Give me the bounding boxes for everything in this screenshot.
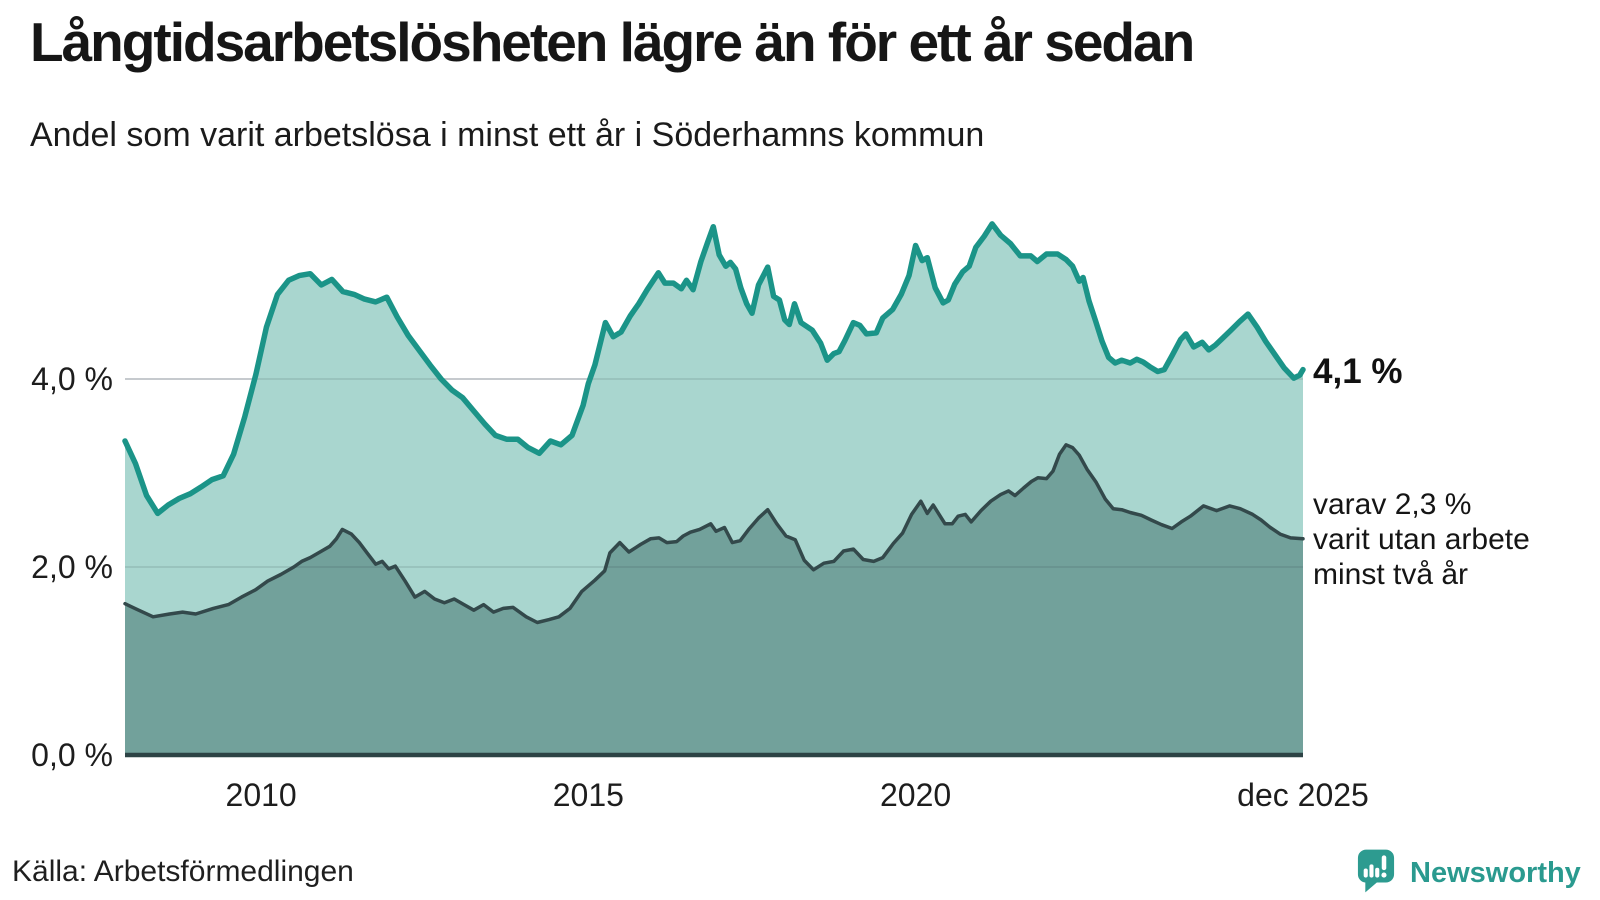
sub-series-annotation-line3: minst två år [1313,558,1469,591]
sub-series-annotation-line1: varav 2,3 % [1313,488,1472,521]
source-note: Källa: Arbetsförmedlingen [12,855,354,888]
chart-subtitle: Andel som varit arbetslösa i minst ett å… [30,116,985,154]
newsworthy-bubble-chart-icon [1356,848,1396,899]
x-axis-tick-label: dec 2025 [1237,777,1369,813]
series-end-value-label: 4,1 % [1313,352,1403,391]
series-area-1 [125,444,1303,755]
page-title: Långtidsarbetslösheten lägre än för ett … [30,11,1195,73]
sub-series-annotation-line2: varit utan arbete [1313,523,1530,556]
series-line-0 [122,221,1306,517]
y-axis-tick-label: 4,0 % [31,361,113,397]
y-axis-tick-label: 0,0 % [31,737,113,773]
newsworthy-logo: Newsworthy [1356,848,1581,899]
series-line-1 [123,443,1305,625]
y-axis-tick-label: 2,0 % [31,549,113,585]
x-axis-tick-label: 2020 [880,777,951,813]
newsworthy-wordmark: Newsworthy [1410,857,1581,889]
x-axis-tick-label: 2010 [226,777,297,813]
x-axis-tick-label: 2015 [553,777,624,813]
sub-series-annotation: varav 2,3 % varit utan arbete minst två … [1313,487,1530,592]
